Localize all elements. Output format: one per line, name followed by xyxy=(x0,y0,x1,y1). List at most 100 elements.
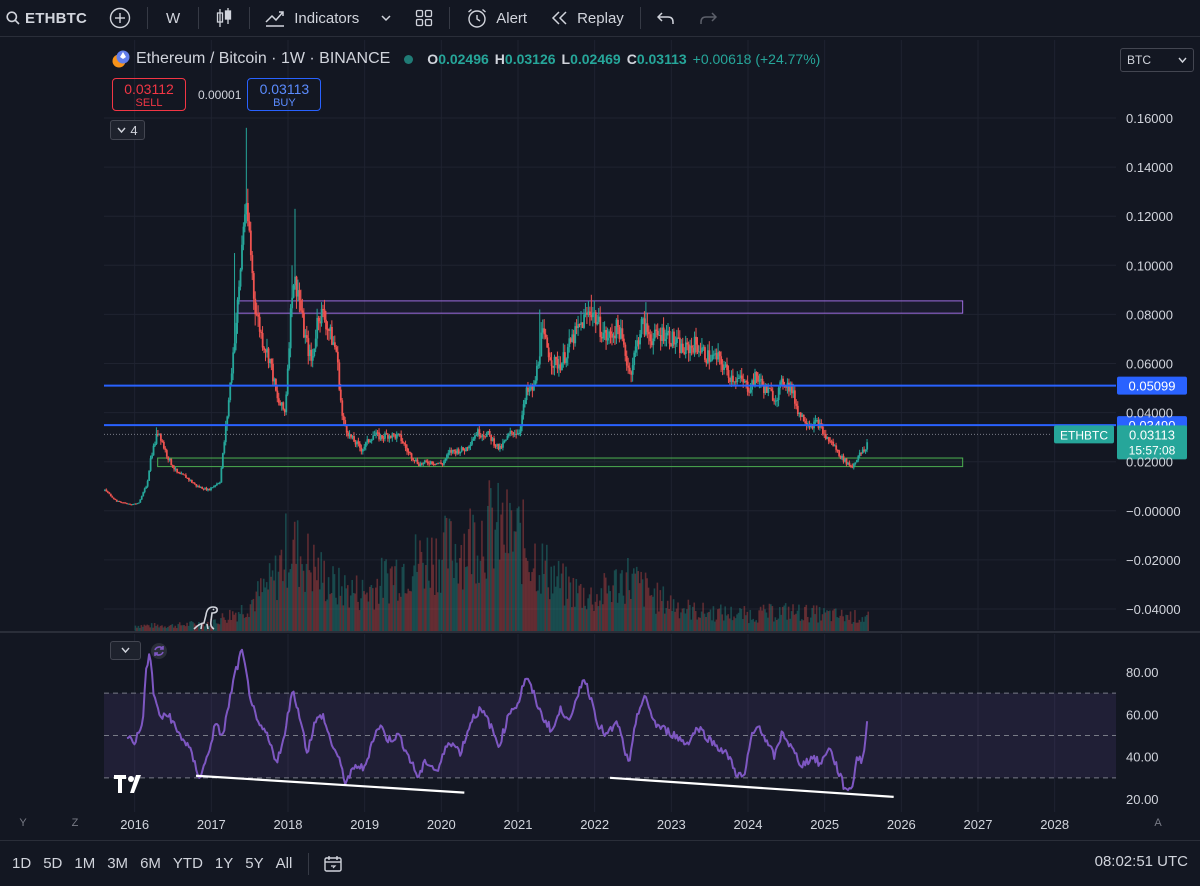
range-3m-button[interactable]: 3M xyxy=(107,855,129,872)
candle-body xyxy=(516,433,519,435)
rsi-collapse-button[interactable] xyxy=(110,641,141,660)
undo-button[interactable] xyxy=(645,0,687,37)
range-1y-button[interactable]: 1Y xyxy=(214,855,234,872)
volume-bar xyxy=(382,597,384,631)
price-tick-label: −0.00000 xyxy=(1126,504,1181,519)
candle-body xyxy=(441,463,444,465)
candle-body xyxy=(294,276,296,286)
volume-bar xyxy=(149,627,152,631)
volume-bar xyxy=(335,597,337,631)
volume-bar xyxy=(311,591,314,631)
volume-bar xyxy=(218,624,221,631)
volume-bar xyxy=(546,544,548,631)
volume-bar xyxy=(273,580,275,631)
rsi-trendline-1[interactable] xyxy=(195,774,465,794)
interval-button[interactable]: W xyxy=(152,0,194,37)
candle-body xyxy=(180,473,183,475)
volume-bar xyxy=(495,522,498,631)
sell-button[interactable]: 0.03112 SELL xyxy=(112,78,186,111)
indicators-collapse-button[interactable]: 4 xyxy=(110,120,145,140)
redo-button[interactable] xyxy=(687,0,729,37)
y-axis-toggle[interactable]: Y xyxy=(19,817,27,829)
market-status-dot[interactable] xyxy=(404,54,414,64)
range-all-button[interactable]: All xyxy=(275,855,293,872)
volume-bar xyxy=(599,600,601,631)
candle-body xyxy=(252,273,255,299)
volume-bar xyxy=(602,604,604,631)
candle-body xyxy=(171,465,174,468)
volume-bar xyxy=(569,582,572,631)
candle-body xyxy=(413,459,416,462)
symbol-search-button[interactable]: ETHBTC xyxy=(0,0,97,37)
volume-bar xyxy=(820,620,822,631)
candle-body xyxy=(257,314,260,317)
volume-bar xyxy=(349,595,352,631)
trade-buttons: 0.03112 SELL 0.00001 0.03113 BUY xyxy=(112,78,322,111)
templates-button[interactable] xyxy=(403,0,445,37)
candle-body xyxy=(272,363,274,382)
volume-bar xyxy=(834,608,837,631)
buy-button[interactable]: 0.03113 BUY xyxy=(247,78,322,111)
ohlc-values: O0.02496 H0.03126 L0.02469 C0.03113 +0.00618… xyxy=(427,51,826,67)
range-1d-button[interactable]: 1D xyxy=(12,855,32,872)
volume-bar xyxy=(254,611,256,631)
volume-bar xyxy=(469,508,471,631)
refresh-icon[interactable] xyxy=(150,642,168,660)
utc-clock[interactable]: 08:02:51 UTC xyxy=(1094,853,1188,870)
volume-bar xyxy=(372,588,374,631)
volume-bar xyxy=(136,627,138,631)
replay-button[interactable]: Replay xyxy=(539,0,636,37)
candle-body xyxy=(771,390,774,401)
indicators-button[interactable]: Indicators xyxy=(254,0,403,37)
volume-bar xyxy=(150,623,153,631)
volume-bar xyxy=(743,606,746,631)
compare-symbol-button[interactable] xyxy=(97,0,143,37)
volume-bar xyxy=(836,617,839,631)
candle-body xyxy=(219,482,221,484)
candle-body xyxy=(702,347,705,349)
volume-bar xyxy=(575,579,578,631)
volume-bar xyxy=(857,622,859,631)
date-range-button[interactable] xyxy=(313,845,353,882)
candle-body xyxy=(561,363,563,371)
range-1m-button[interactable]: 1M xyxy=(74,855,96,872)
candle-body xyxy=(304,335,307,338)
candle-body xyxy=(826,437,829,439)
range-6m-button[interactable]: 6M xyxy=(140,855,161,872)
alert-button[interactable]: Alert xyxy=(454,0,539,37)
range-ytd-button[interactable]: YTD xyxy=(172,855,203,872)
volume-bar xyxy=(814,614,816,631)
volume-bar xyxy=(756,622,759,631)
range-5y-button[interactable]: 5Y xyxy=(245,855,264,872)
volume-bar xyxy=(596,594,598,631)
volume-bar xyxy=(638,583,641,631)
volume-bar xyxy=(559,588,561,631)
candle-body xyxy=(291,297,294,309)
buy-price: 0.03113 xyxy=(259,81,310,97)
volume-bar xyxy=(326,599,328,631)
volume-bar xyxy=(366,592,368,631)
volume-bar xyxy=(727,614,729,631)
range-5d-button[interactable]: 5D xyxy=(43,855,63,872)
chart-type-button[interactable] xyxy=(203,0,245,37)
volume-bar xyxy=(491,507,494,631)
volume-bar xyxy=(548,599,551,631)
toolbar-divider xyxy=(449,7,451,29)
volume-bar xyxy=(189,621,191,631)
volume-bar xyxy=(740,608,743,631)
candle-body xyxy=(384,433,386,439)
candle-body xyxy=(239,269,242,287)
z-axis-toggle[interactable]: Z xyxy=(71,817,79,829)
volume-bar xyxy=(246,613,249,631)
candle-body xyxy=(420,463,423,465)
volume-bar xyxy=(397,600,399,631)
candle-body xyxy=(693,336,696,353)
auto-scale-toggle[interactable]: A xyxy=(1154,817,1162,829)
currency-select[interactable]: BTC xyxy=(1120,48,1194,72)
rsi-trendline-2[interactable] xyxy=(609,776,894,798)
volume-bar xyxy=(192,622,194,631)
support-box[interactable] xyxy=(157,457,964,468)
